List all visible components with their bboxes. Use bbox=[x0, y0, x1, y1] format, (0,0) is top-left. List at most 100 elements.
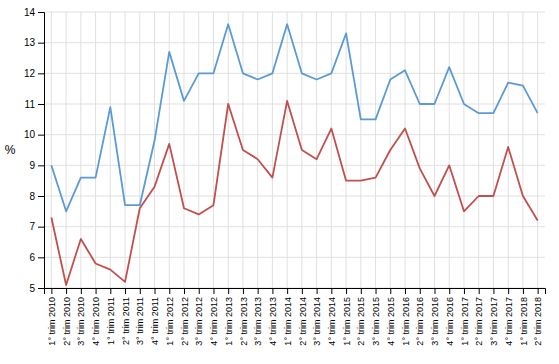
x-tick-label: 3° trim 2013 bbox=[253, 297, 263, 346]
grid bbox=[44, 12, 545, 288]
x-tick-label: 3° trim 2014 bbox=[312, 297, 322, 346]
tick-mark bbox=[140, 288, 141, 294]
tick: 2° trim 2018 bbox=[533, 288, 543, 346]
x-tick-label: 3° trim 2011 bbox=[135, 297, 145, 345]
tick-mark bbox=[317, 288, 318, 294]
tick-mark bbox=[361, 288, 362, 294]
x-tick-label: 3° trim 2017 bbox=[489, 297, 499, 346]
x-tick-label: 2° trim 2014 bbox=[298, 297, 308, 346]
tick-mark bbox=[38, 165, 44, 166]
tick: 1° trim 2018 bbox=[519, 288, 529, 346]
tick-mark bbox=[66, 288, 67, 294]
x-tick-label: 1° trim 2010 bbox=[47, 297, 57, 346]
grid-line bbox=[493, 12, 494, 288]
y-tick-label: 10 bbox=[24, 129, 36, 140]
tick-mark bbox=[199, 288, 200, 294]
tick-mark bbox=[538, 288, 539, 294]
x-tick-label: 1° trim 2012 bbox=[165, 297, 175, 346]
tick-mark bbox=[169, 288, 170, 294]
tick-mark bbox=[155, 288, 156, 294]
y-tick-label: 13 bbox=[24, 37, 36, 48]
grid-line bbox=[44, 42, 545, 43]
y-axis-label: % bbox=[5, 143, 16, 157]
grid-line bbox=[537, 12, 538, 288]
tick: 1° trim 2015 bbox=[342, 288, 352, 346]
x-tick-label: 4° trim 2014 bbox=[327, 297, 337, 346]
tick: 3° trim 2016 bbox=[430, 288, 440, 346]
x-tick-label: 1° trim 2015 bbox=[342, 297, 352, 346]
tick: 1° trim 2014 bbox=[283, 288, 293, 346]
grid-line bbox=[154, 12, 155, 288]
x-tick-label: 4° trim 2017 bbox=[504, 297, 514, 346]
axis-line bbox=[38, 13, 45, 289]
tick: 2° trim 2013 bbox=[239, 288, 249, 346]
tick-mark bbox=[38, 12, 44, 13]
tick-mark bbox=[508, 288, 509, 294]
x-tick-label: 1° trim 2014 bbox=[283, 297, 293, 346]
grid-line bbox=[287, 12, 288, 288]
plot-area: 1° trim 2010 2° trim 2010 3° trim 2010 4° t… bbox=[24, 7, 546, 346]
tick: 8 bbox=[29, 191, 44, 202]
x-tick-label: 3° trim 2016 bbox=[430, 297, 440, 346]
grid-line bbox=[44, 104, 545, 105]
grid-line bbox=[228, 12, 229, 288]
tick-mark bbox=[523, 288, 524, 294]
grid-line bbox=[139, 12, 140, 288]
tick-mark bbox=[38, 73, 44, 74]
grid-line bbox=[316, 12, 317, 288]
tick: 4° trim 2010 bbox=[91, 288, 101, 346]
tick: 7 bbox=[29, 221, 44, 232]
tick: 4° trim 2011 bbox=[150, 288, 160, 345]
tick: 3° trim 2010 bbox=[76, 288, 86, 346]
chart: 1° trim 2010 2° trim 2010 3° trim 2010 4° t… bbox=[0, 0, 559, 364]
x-tick-label: 4° trim 2016 bbox=[445, 297, 455, 346]
grid-line bbox=[434, 12, 435, 288]
grid-line bbox=[478, 12, 479, 288]
tick: 6 bbox=[29, 252, 44, 263]
grid-line bbox=[375, 12, 376, 288]
tick-mark bbox=[213, 288, 214, 294]
y-tick-label: 5 bbox=[29, 283, 35, 294]
grid-line bbox=[213, 12, 214, 288]
tick-mark bbox=[184, 288, 185, 294]
x-tick-label: 4° trim 2010 bbox=[91, 297, 101, 346]
grid-line bbox=[449, 12, 450, 288]
tick-mark bbox=[390, 288, 391, 294]
x-tick-label: 4° trim 2012 bbox=[209, 297, 219, 346]
x-tick-label: 1° trim 2016 bbox=[401, 297, 411, 346]
x-tick-label: 4° trim 2011 bbox=[150, 297, 160, 345]
tick: 2° trim 2010 bbox=[62, 288, 72, 346]
tick: 3° trim 2017 bbox=[489, 288, 499, 346]
x-tick-label: 2° trim 2017 bbox=[474, 297, 484, 346]
tick-mark bbox=[405, 288, 406, 294]
x-tick-label: 2° trim 2011 bbox=[121, 297, 131, 345]
grid-line bbox=[419, 12, 420, 288]
grid-line bbox=[44, 73, 545, 74]
y-tick-label: 6 bbox=[29, 252, 35, 263]
tick-mark bbox=[38, 43, 44, 44]
line bbox=[51, 101, 537, 285]
x-axis: 1° trim 2010 2° trim 2010 3° trim 2010 4° t… bbox=[45, 288, 546, 346]
tick-mark bbox=[376, 288, 377, 294]
tick: 9 bbox=[29, 160, 44, 171]
tick: 4° trim 2012 bbox=[209, 288, 219, 346]
y-tick-label: 8 bbox=[29, 191, 35, 202]
tick: 4° trim 2015 bbox=[386, 288, 396, 346]
tick: 14 bbox=[24, 7, 44, 18]
x-tick-label: 2° trim 2010 bbox=[62, 297, 72, 346]
y-tick-label: 9 bbox=[29, 160, 35, 171]
grid-line bbox=[44, 196, 545, 197]
tick-mark bbox=[228, 288, 229, 294]
tick: 11 bbox=[25, 99, 44, 110]
tick: 3° trim 2013 bbox=[253, 288, 263, 346]
grid-line bbox=[257, 12, 258, 288]
grid-line bbox=[110, 12, 111, 288]
grid-line bbox=[125, 12, 126, 288]
tick: 2° trim 2011 bbox=[121, 288, 131, 345]
lines bbox=[51, 24, 537, 285]
x-tick-label: 2° trim 2018 bbox=[533, 297, 543, 346]
tick: 1° trim 2011 bbox=[106, 288, 116, 345]
x-tick-label: 2° trim 2015 bbox=[356, 297, 366, 346]
x-tick-label: 1° trim 2011 bbox=[106, 297, 116, 345]
grid-line bbox=[360, 12, 361, 288]
